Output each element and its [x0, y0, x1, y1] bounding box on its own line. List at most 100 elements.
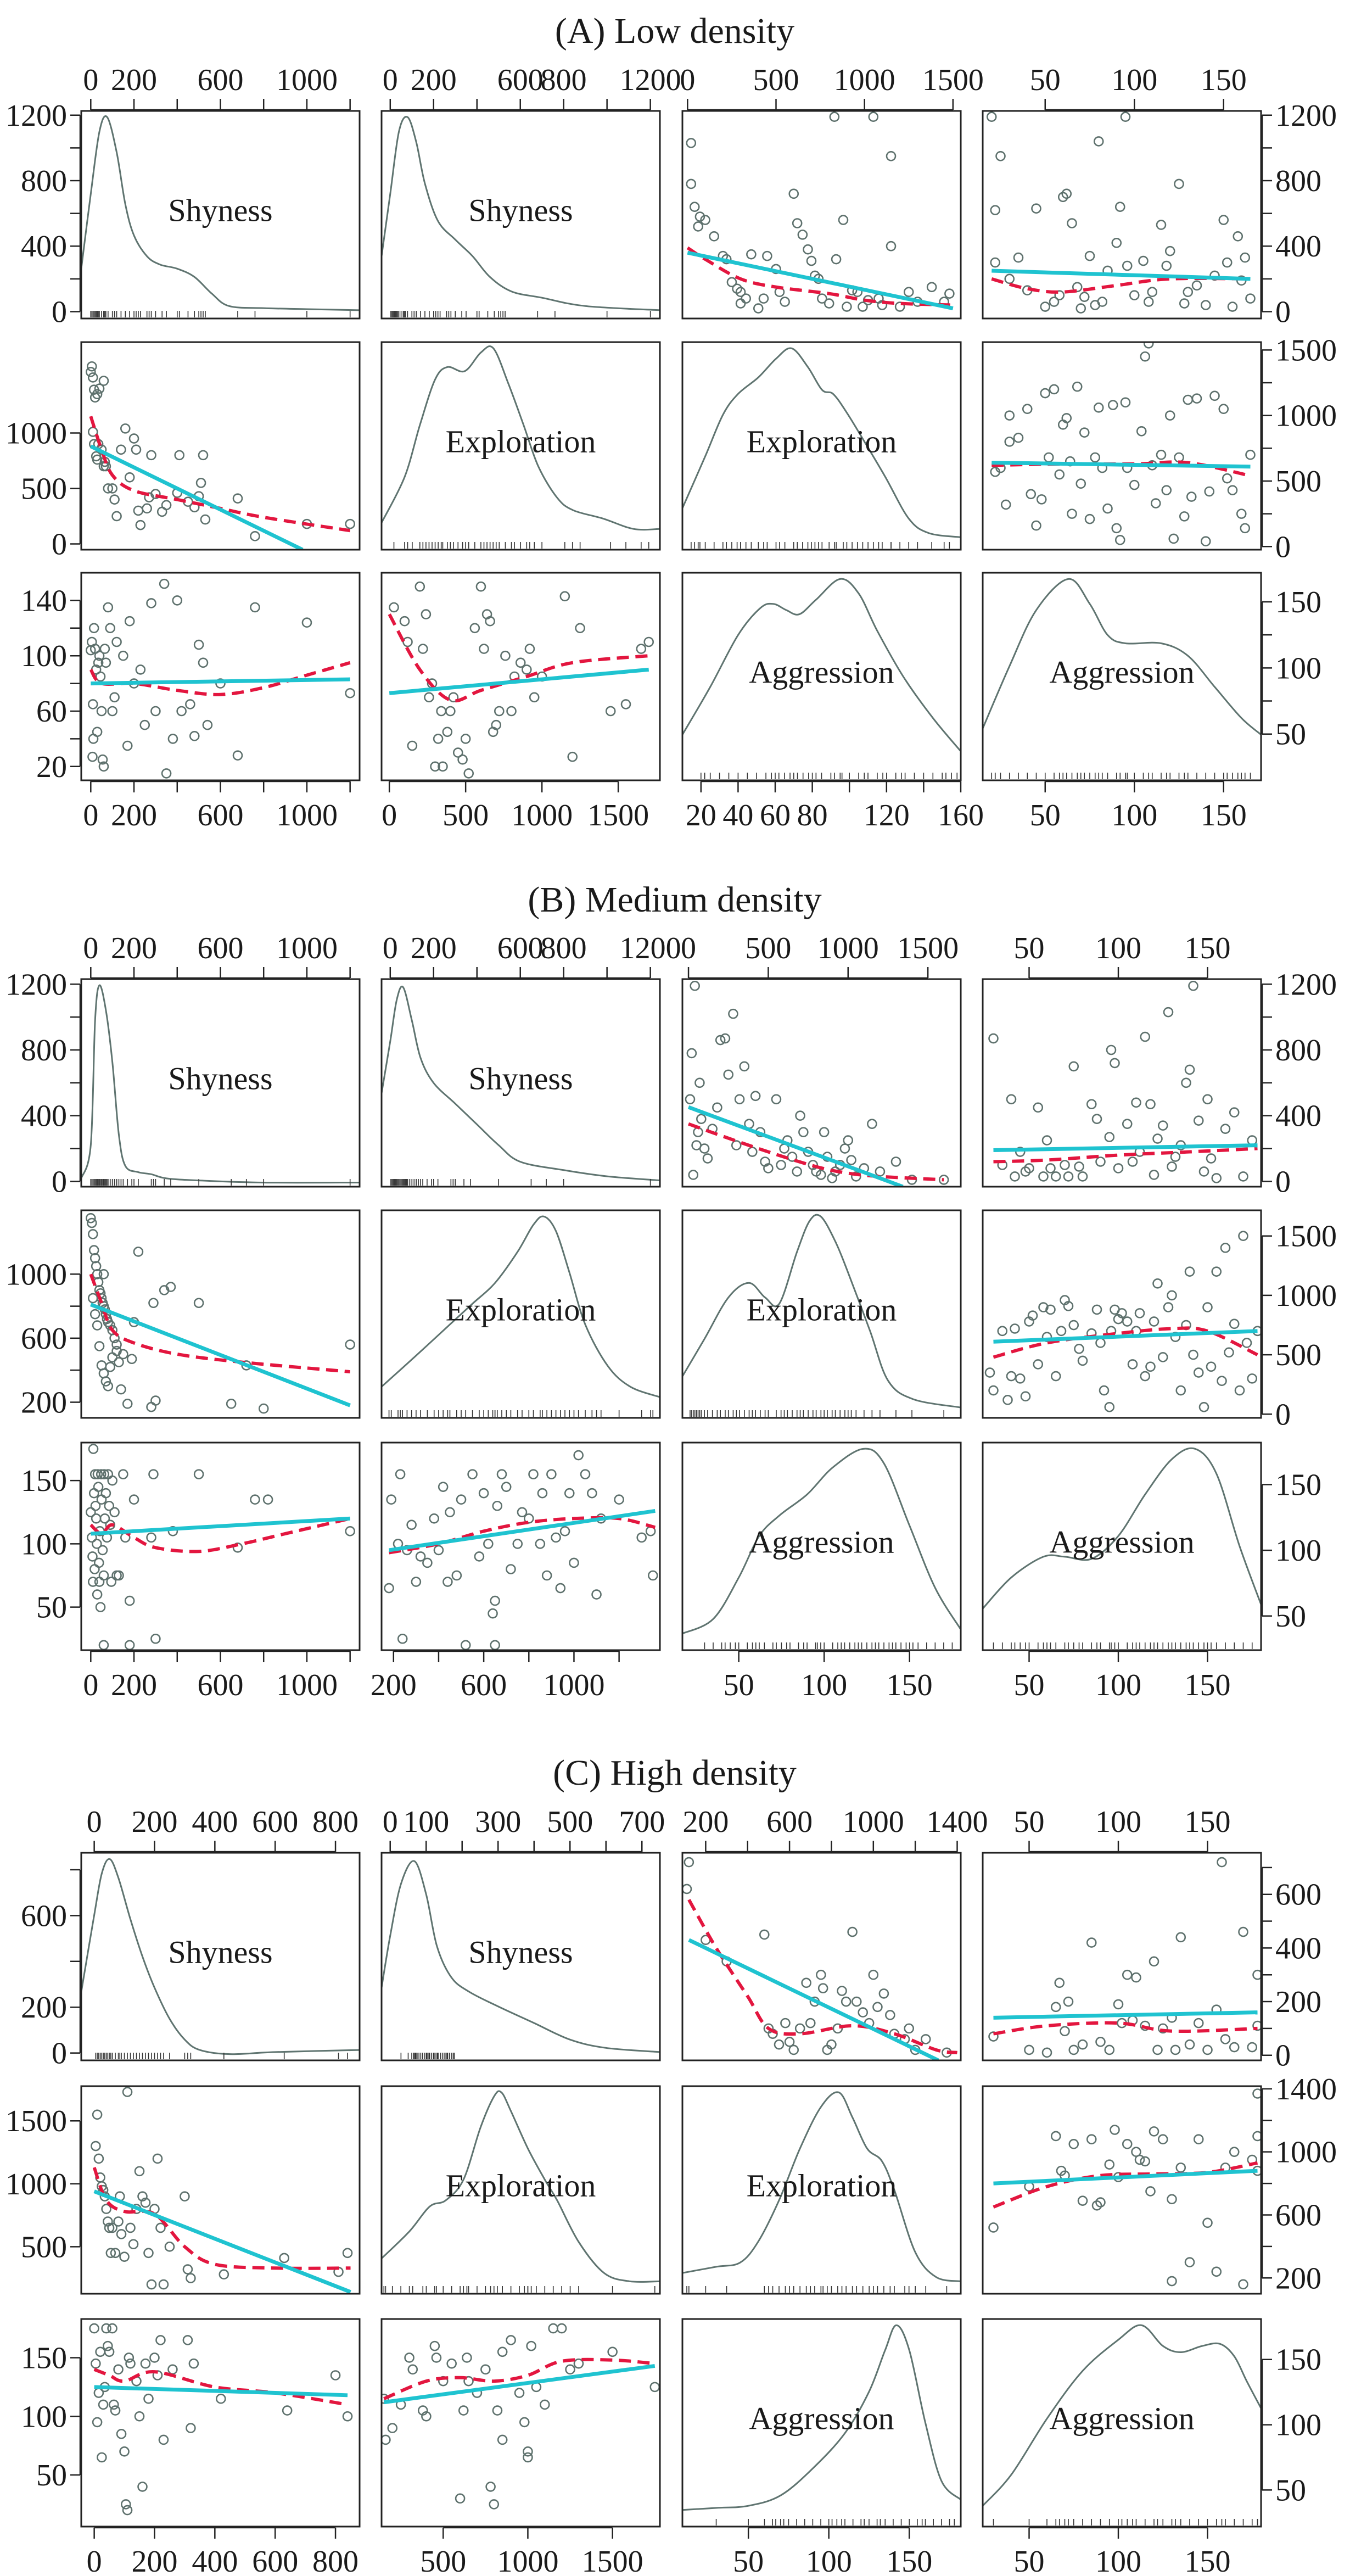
tick-label: 1000 [276, 798, 338, 832]
data-point [1117, 1308, 1127, 1318]
data-point [817, 1983, 828, 1993]
data-point [1104, 2044, 1115, 2055]
scatter-panel-r2c0 [80, 2318, 361, 2528]
density-panel-r2c2: Aggression [681, 2318, 962, 2528]
data-point [1056, 1326, 1067, 1337]
data-point [382, 2434, 391, 2445]
data-point [94, 1341, 105, 1351]
data-point [1091, 1114, 1102, 1124]
loess-fit-line [993, 2161, 1258, 2209]
data-point [1063, 1996, 1074, 2007]
data-point [524, 644, 535, 654]
data-point [105, 623, 116, 634]
data-point [399, 616, 410, 627]
data-point [490, 1595, 500, 1606]
data-point [113, 2216, 124, 2227]
data-point [1010, 1323, 1020, 1334]
data-point [250, 602, 260, 613]
data-point [100, 1376, 111, 1387]
top-axis-col3: 0 500 1000 1500 [681, 931, 959, 979]
data-point [788, 2044, 799, 2055]
data-point [506, 706, 517, 717]
data-point [537, 1488, 548, 1499]
data-point [87, 1551, 98, 1562]
panel-content [382, 116, 660, 317]
data-point [124, 1595, 135, 1606]
data-point [819, 1127, 830, 1137]
tick-label: 1400 [927, 1805, 988, 1839]
variable-label: Exploration [446, 2167, 596, 2203]
data-point [824, 298, 834, 309]
linear-fit-line [90, 1303, 351, 1407]
data-point [831, 254, 842, 265]
tick-label: 400 [1275, 1931, 1321, 1965]
tick-label: 200 [131, 2545, 177, 2576]
data-point [148, 1469, 159, 1479]
data-point [846, 1155, 856, 1165]
density-curve [81, 115, 360, 311]
data-point [1238, 1171, 1248, 1182]
top-axis-col3: 200 600 1000 1400 [682, 1805, 988, 1853]
data-point [98, 1640, 109, 1650]
data-point [433, 734, 444, 744]
data-point [167, 2364, 178, 2375]
density-curve [682, 1448, 961, 1635]
data-point [526, 2340, 536, 2351]
data-point [87, 751, 98, 762]
tick-label: 100 [1095, 1668, 1141, 1702]
data-point [92, 1539, 102, 1549]
data-point [95, 1602, 106, 1612]
data-point [113, 2364, 124, 2375]
data-point [575, 623, 585, 634]
data-point [780, 297, 790, 307]
data-point [944, 288, 955, 299]
data-point [436, 706, 446, 717]
tick-label: 1000 [1275, 1279, 1337, 1313]
tick-label: 1000 [843, 1805, 904, 1839]
data-point [146, 2279, 157, 2290]
tick-label: 200 [21, 1385, 67, 1420]
data-point [135, 519, 146, 530]
data-point [174, 450, 185, 461]
tick-label: 1000 [276, 931, 338, 965]
tick-label: 600 [198, 63, 244, 97]
data-point [1238, 2279, 1248, 2290]
tick-label: 800 [312, 2545, 358, 2576]
data-point [99, 644, 110, 654]
data-point [1120, 397, 1131, 408]
tick-label: 100 [1111, 63, 1157, 97]
tick-label: 0 [383, 1805, 398, 1839]
data-point [753, 303, 764, 314]
data-point [607, 2346, 618, 2357]
bottom-axis-col4: 50 100 150 [1014, 1650, 1231, 1702]
tick-label: 0 [52, 295, 67, 329]
data-point [569, 1557, 579, 1568]
data-point [1060, 2026, 1070, 2037]
panel-frame [982, 1209, 1262, 1419]
data-point [1131, 1972, 1141, 1983]
data-point [605, 706, 616, 717]
data-point [87, 699, 98, 709]
data-point [1247, 2042, 1258, 2053]
loess-fit-line [89, 1517, 351, 1554]
right-axis-row2: 200 600 1000 1400 [1261, 2072, 1337, 2295]
tick-label: 1000 [5, 2167, 67, 2201]
data-point [1204, 486, 1215, 497]
tick-label: 0 [1275, 295, 1291, 329]
data-point [101, 2204, 111, 2214]
data-point [478, 1488, 489, 1499]
tick-label: 0 [1275, 1398, 1291, 1432]
tick-label: 150 [1275, 2343, 1321, 2377]
data-point [1184, 1266, 1195, 1277]
density-panel-r0c0: Shyness [80, 978, 361, 1188]
data-point [1041, 1135, 1052, 1145]
data-point [868, 1969, 879, 1980]
data-point [1220, 1124, 1231, 1134]
data-point [1041, 2047, 1052, 2058]
tick-label: 0 [383, 63, 398, 97]
data-point [1229, 1318, 1240, 1329]
data-point [1193, 2018, 1204, 2029]
data-point [258, 1403, 269, 1414]
